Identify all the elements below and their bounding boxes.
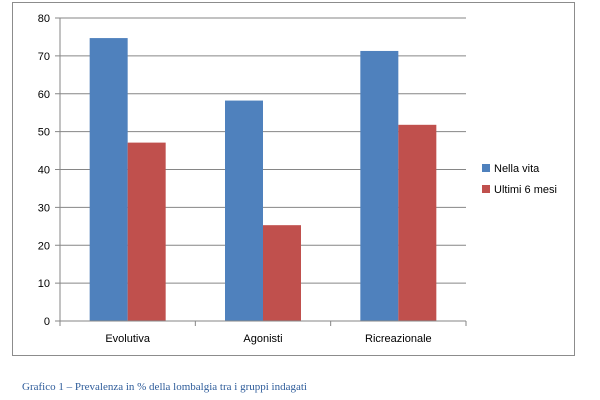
bar-ricreazionale-nella-vita	[360, 50, 399, 322]
y-tick-label: 60	[38, 89, 50, 101]
bar-ricreazionale-ultimi-6-mesi	[398, 124, 437, 322]
y-tick-label: 50	[38, 127, 50, 139]
bar-agonisti-ultimi-6-mesi	[263, 225, 301, 321]
y-tick-label: 20	[38, 240, 50, 252]
figure-caption: Grafico 1 – Prevalenza in % della lombal…	[22, 381, 307, 393]
legend: Nella vita Ultimi 6 mesi	[482, 163, 557, 196]
tick-labels: 0 10 20 30 40 50 60 70 80 Evolutiva Agonisti Ricrea…	[38, 13, 432, 345]
y-tick-label: 40	[38, 165, 50, 177]
axes	[55, 17, 467, 326]
y-tick-label: 70	[38, 51, 50, 63]
x-tick-label-ricreazionale: Ricreazionale	[365, 333, 432, 345]
y-tick-label: 0	[44, 316, 50, 328]
bar-evolutiva-ultimi-6-mesi	[127, 142, 166, 321]
legend-label-ultimi-6-mesi: Ultimi 6 mesi	[494, 184, 557, 196]
bars	[89, 38, 437, 322]
x-tick-label-evolutiva: Evolutiva	[105, 333, 151, 345]
y-tick-label: 10	[38, 278, 50, 290]
legend-swatch-ultimi-6-mesi	[482, 185, 490, 193]
legend-swatch-nella-vita	[482, 164, 490, 172]
bar-evolutiva-nella-vita	[89, 38, 128, 321]
x-tick-label-agonisti: Agonisti	[243, 333, 282, 345]
legend-label-nella-vita: Nella vita	[494, 163, 540, 175]
bar-agonisti-nella-vita	[225, 100, 263, 321]
y-tick-label: 30	[38, 202, 50, 214]
y-tick-label: 80	[38, 13, 50, 25]
